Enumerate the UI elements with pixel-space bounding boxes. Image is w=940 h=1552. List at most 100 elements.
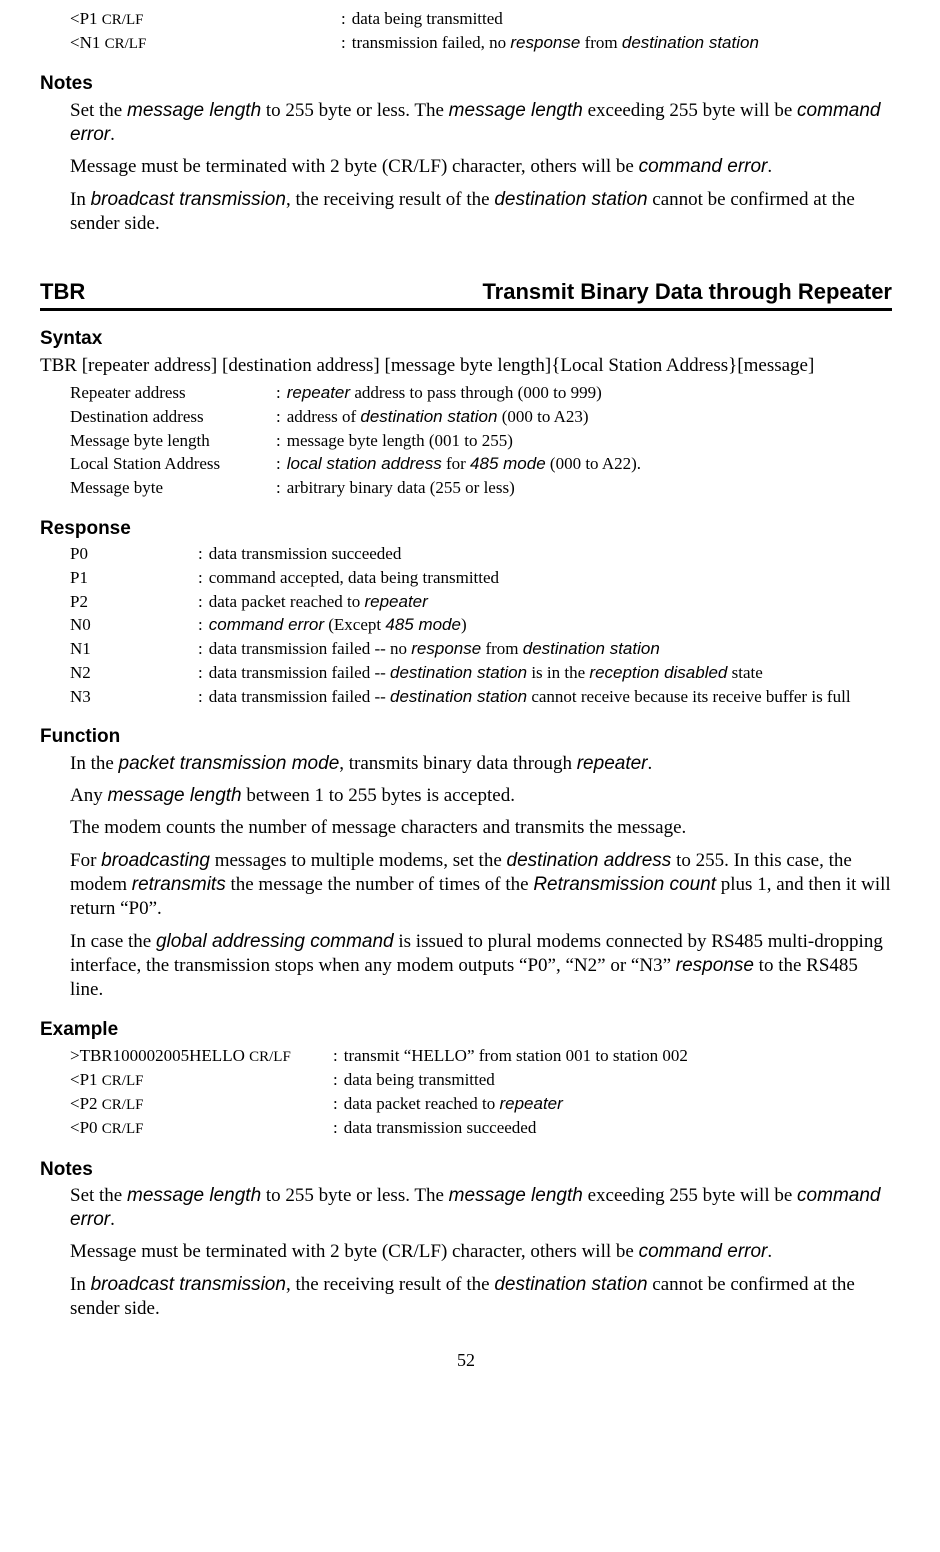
term-cell: N2	[70, 662, 198, 686]
table-row: P2:data packet reached to repeater	[70, 591, 851, 615]
example-top-table: <P1 CR/LF:data being transmitted<N1 CR/L…	[70, 8, 759, 56]
term-cell: P1	[70, 567, 198, 591]
term-cell: <P0 CR/LF	[70, 1117, 333, 1141]
separator: :	[333, 1069, 344, 1093]
tbr-title: Transmit Binary Data through Repeater	[482, 278, 892, 306]
paragraph: In broadcast transmission, the receiving…	[70, 188, 892, 237]
desc-cell: local station address for 485 mode (000 …	[287, 453, 641, 477]
desc-cell: data being transmitted	[352, 8, 759, 32]
desc-cell: address of destination station (000 to A…	[287, 406, 641, 430]
term-cell: <N1 CR/LF	[70, 32, 341, 56]
table-row: Repeater address:repeater address to pas…	[70, 382, 641, 406]
table-row: Message byte length:message byte length …	[70, 430, 641, 454]
separator: :	[198, 662, 209, 686]
separator: :	[333, 1117, 344, 1141]
table-row: <P1 CR/LF:data being transmitted	[70, 8, 759, 32]
separator: :	[276, 430, 287, 454]
table-row: P0:data transmission succeeded	[70, 543, 851, 567]
desc-cell: data transmission failed -- destination …	[209, 662, 851, 686]
desc-cell: command error (Except 485 mode)	[209, 614, 851, 638]
table-row: Message byte:arbitrary binary data (255 …	[70, 477, 641, 501]
syntax-table: Repeater address:repeater address to pas…	[70, 382, 641, 501]
desc-cell: command accepted, data being transmitted	[209, 567, 851, 591]
paragraph: Message must be terminated with 2 byte (…	[70, 1240, 892, 1264]
separator: :	[276, 382, 287, 406]
term-cell: N1	[70, 638, 198, 662]
paragraph: Any message length between 1 to 255 byte…	[70, 784, 892, 808]
term-cell: Message byte	[70, 477, 276, 501]
tbr-code: TBR	[40, 278, 85, 306]
term-cell: P0	[70, 543, 198, 567]
paragraph: The modem counts the number of message c…	[70, 816, 892, 840]
table-row: N0:command error (Except 485 mode)	[70, 614, 851, 638]
paragraph: Message must be terminated with 2 byte (…	[70, 155, 892, 179]
term-cell: N0	[70, 614, 198, 638]
desc-cell: data packet reached to repeater	[209, 591, 851, 615]
table-row: Local Station Address:local station addr…	[70, 453, 641, 477]
term-cell: <P1 CR/LF	[70, 1069, 333, 1093]
separator: :	[341, 32, 352, 56]
separator: :	[276, 477, 287, 501]
desc-cell: message byte length (001 to 255)	[287, 430, 641, 454]
desc-cell: transmission failed, no response from de…	[352, 32, 759, 56]
paragraph: Set the message length to 255 byte or le…	[70, 1184, 892, 1233]
separator: :	[198, 591, 209, 615]
separator: :	[198, 614, 209, 638]
table-row: Destination address:address of destinati…	[70, 406, 641, 430]
term-cell: Message byte length	[70, 430, 276, 454]
table-row: <N1 CR/LF:transmission failed, no respon…	[70, 32, 759, 56]
separator: :	[198, 638, 209, 662]
table-row: >TBR100002005HELLO CR/LF:transmit “HELLO…	[70, 1045, 688, 1069]
example-heading: Example	[40, 1018, 892, 1042]
term-cell: N3	[70, 686, 198, 710]
desc-cell: data transmission succeeded	[344, 1117, 688, 1141]
page-number: 52	[40, 1349, 892, 1372]
response-heading: Response	[40, 517, 892, 541]
separator: :	[198, 567, 209, 591]
tbr-header: TBR Transmit Binary Data through Repeate…	[40, 278, 892, 306]
term-cell: <P2 CR/LF	[70, 1093, 333, 1117]
desc-cell: data transmission failed -- no response …	[209, 638, 851, 662]
paragraph: In broadcast transmission, the receiving…	[70, 1273, 892, 1322]
notes-heading: Notes	[40, 72, 892, 96]
separator: :	[276, 453, 287, 477]
syntax-line: TBR [repeater address] [destination addr…	[40, 354, 892, 378]
separator: :	[333, 1045, 344, 1069]
function-heading: Function	[40, 725, 892, 749]
desc-cell: arbitrary binary data (255 or less)	[287, 477, 641, 501]
table-row: <P0 CR/LF:data transmission succeeded	[70, 1117, 688, 1141]
term-cell: >TBR100002005HELLO CR/LF	[70, 1045, 333, 1069]
table-row: N3:data transmission failed -- destinati…	[70, 686, 851, 710]
separator: :	[333, 1093, 344, 1117]
table-row: <P1 CR/LF:data being transmitted	[70, 1069, 688, 1093]
desc-cell: data transmission failed -- destination …	[209, 686, 851, 710]
term-cell: Repeater address	[70, 382, 276, 406]
term-cell: <P1 CR/LF	[70, 8, 341, 32]
desc-cell: data being transmitted	[344, 1069, 688, 1093]
desc-cell: transmit “HELLO” from station 001 to sta…	[344, 1045, 688, 1069]
term-cell: Local Station Address	[70, 453, 276, 477]
table-row: N1:data transmission failed -- no respon…	[70, 638, 851, 662]
notes2-body: Set the message length to 255 byte or le…	[70, 1184, 892, 1322]
desc-cell: data packet reached to repeater	[344, 1093, 688, 1117]
notes2-heading: Notes	[40, 1158, 892, 1182]
separator: :	[341, 8, 352, 32]
table-row: P1:command accepted, data being transmit…	[70, 567, 851, 591]
table-row: <P2 CR/LF:data packet reached to repeate…	[70, 1093, 688, 1117]
term-cell: P2	[70, 591, 198, 615]
table-row: N2:data transmission failed -- destinati…	[70, 662, 851, 686]
paragraph: For broadcasting messages to multiple mo…	[70, 849, 892, 922]
function-body: In the packet transmission mode, transmi…	[70, 752, 892, 1003]
desc-cell: data transmission succeeded	[209, 543, 851, 567]
paragraph: Set the message length to 255 byte or le…	[70, 99, 892, 148]
response-table: P0:data transmission succeededP1:command…	[70, 543, 851, 709]
example-table: >TBR100002005HELLO CR/LF:transmit “HELLO…	[70, 1045, 688, 1142]
desc-cell: repeater address to pass through (000 to…	[287, 382, 641, 406]
separator: :	[198, 686, 209, 710]
tbr-rule	[40, 308, 892, 311]
paragraph: In case the global addressing command is…	[70, 930, 892, 1003]
separator: :	[276, 406, 287, 430]
paragraph: In the packet transmission mode, transmi…	[70, 752, 892, 776]
syntax-heading: Syntax	[40, 327, 892, 351]
separator: :	[198, 543, 209, 567]
